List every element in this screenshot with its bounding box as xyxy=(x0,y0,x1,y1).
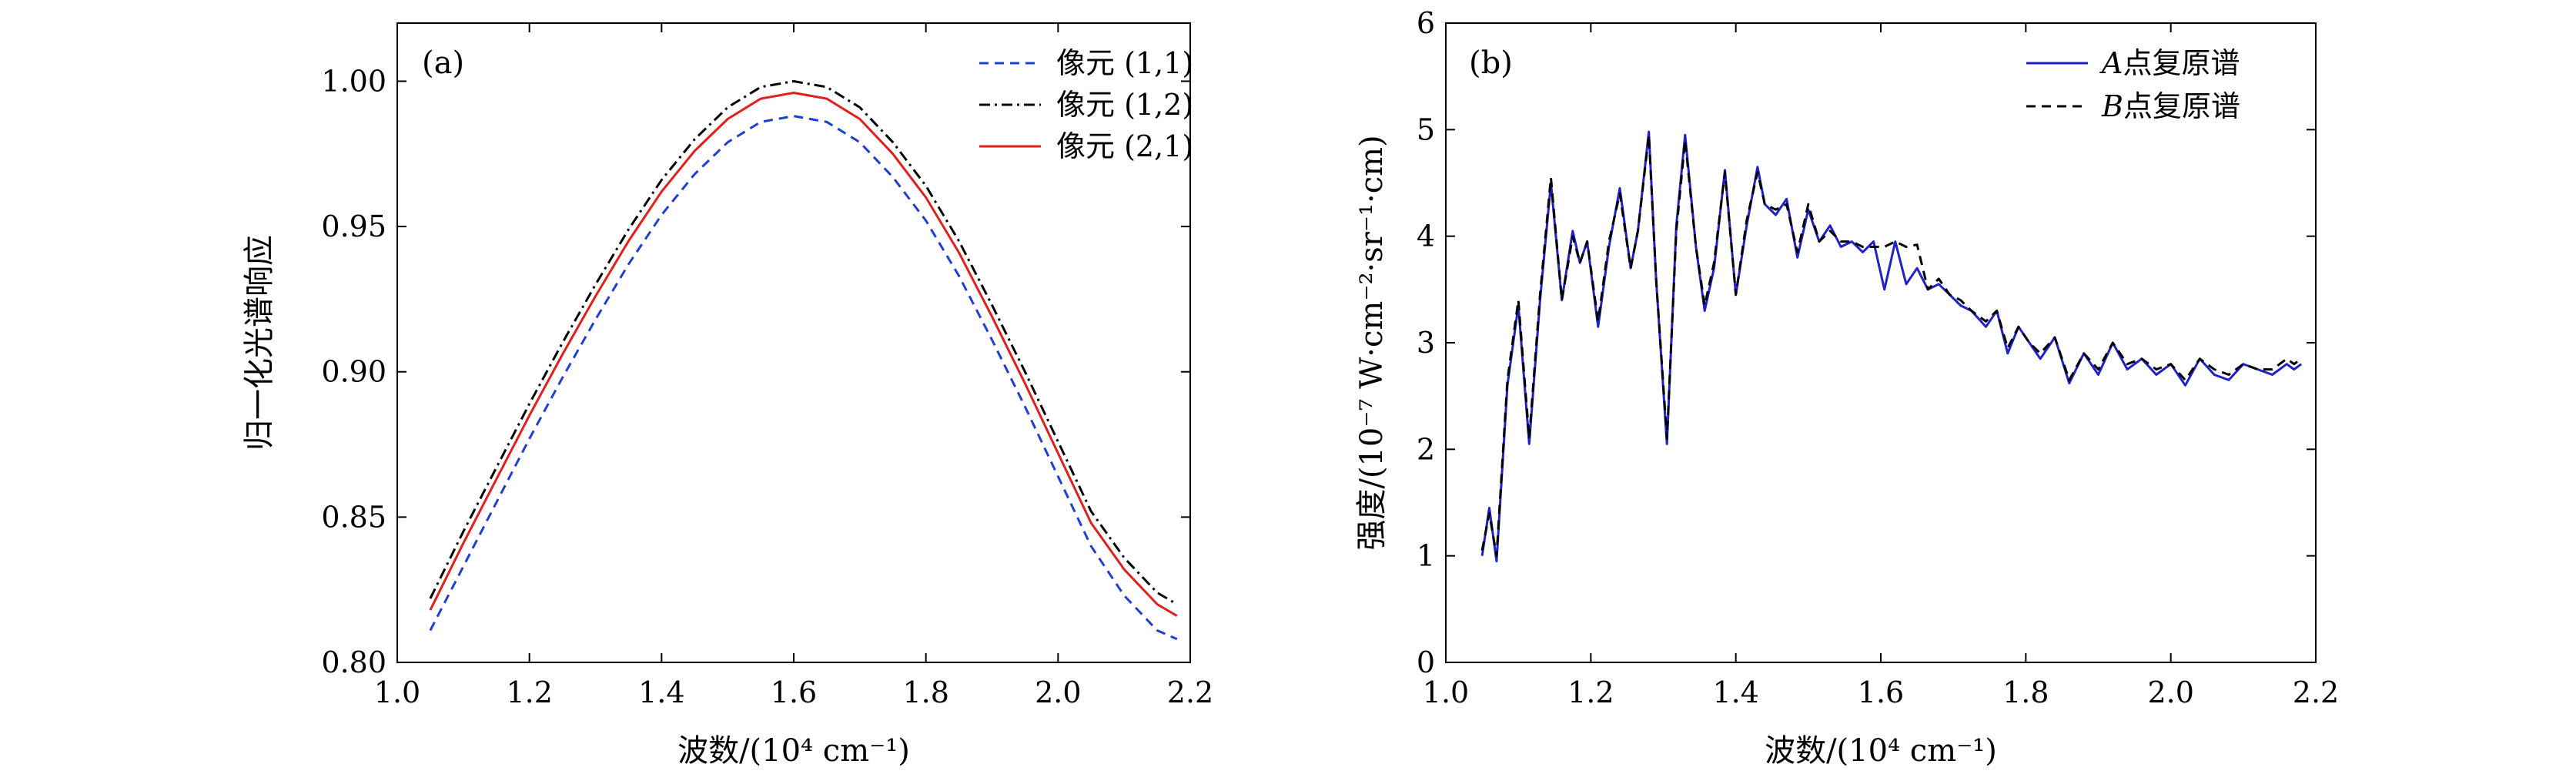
panel-b-x-axis-title: 波数/(10⁴ cm⁻¹) xyxy=(1765,733,1997,769)
panel-a-series-line-2 xyxy=(429,80,1178,605)
panel-b-x-tick-label: 1.2 xyxy=(1567,675,1614,709)
panel-b-y-tick-label: 4 xyxy=(1417,220,1435,253)
panel-b-x-tick-label: 1.6 xyxy=(1858,675,1904,709)
panel-b-x-tick-label: 1.8 xyxy=(2002,675,2049,709)
panel-a-x-tick-label: 1.6 xyxy=(771,675,817,709)
panel-b-y-tick-label: 1 xyxy=(1417,539,1435,573)
panel-a-x-tick-label: 1.2 xyxy=(506,675,552,709)
panel-a-y-tick-label: 0.80 xyxy=(321,645,386,679)
panel-a-y-tick-label: 0.85 xyxy=(321,500,386,534)
panel-b-legend-label: A点复原谱 xyxy=(2099,46,2240,80)
panel-b-chart: 1.0 1.2 1.4 1.6 1.8 2.0 2.2 0 1 2 3 4 5 6 (b) 波数/(10⁴… xyxy=(1354,6,2339,769)
panel-b-series-line-2 xyxy=(1480,133,2303,558)
panel-b-legend-label: B点复原谱 xyxy=(2101,89,2240,123)
panel-a-series-lines xyxy=(429,80,1178,641)
panel-b-y-tick-label: 3 xyxy=(1417,326,1435,360)
panel-a-x-tick-label: 1.4 xyxy=(638,675,684,709)
panel-a-series-line-1 xyxy=(429,115,1178,641)
panel-b-y-tick-label: 6 xyxy=(1417,6,1435,40)
panel-b-series-line-1 xyxy=(1480,130,2303,563)
panel-a-legend-label: 像元 (1,1) xyxy=(1056,46,1193,80)
panel-a-x-tick-label: 1.8 xyxy=(902,675,948,709)
panel-a-label: (a) xyxy=(422,45,464,81)
panel-b-label: (b) xyxy=(1469,45,1513,81)
panel-a-legend: 像元 (1,1) 像元 (1,2) 像元 (2,1) xyxy=(979,46,1193,163)
panel-b-y-tick-label: 0 xyxy=(1417,645,1435,679)
panel-b-x-tick-label: 1.0 xyxy=(1423,675,1469,709)
panel-a-y-tick-label: 0.95 xyxy=(321,209,386,243)
panel-a-legend-label: 像元 (1,2) xyxy=(1056,88,1193,122)
panel-b-y-axis-title: 强度/(10⁻⁷ W·cm⁻²·sr⁻¹·cm) xyxy=(1354,135,1390,550)
panel-a-series-line-3 xyxy=(429,92,1178,617)
panel-b-ticks: 1.0 1.2 1.4 1.6 1.8 2.0 2.2 0 1 2 3 4 5 6 xyxy=(1417,6,2339,709)
panel-b-x-tick-label: 1.4 xyxy=(1712,675,1758,709)
panel-b-legend: A点复原谱 B点复原谱 xyxy=(2026,46,2240,123)
panel-a-y-tick-label: 0.90 xyxy=(321,355,386,389)
panel-b-series-lines xyxy=(1480,130,2303,563)
panel-a-chart: 1.0 1.2 1.4 1.6 1.8 2.0 2.2 0.80 0.85 0.90 0.95 1.0… xyxy=(242,22,1213,769)
panel-b-x-tick-label: 2.2 xyxy=(2293,675,2339,709)
panel-b-y-tick-label: 5 xyxy=(1417,112,1435,146)
panel-a-x-tick-label: 2.0 xyxy=(1035,675,1081,709)
panel-a-x-tick-label: 2.2 xyxy=(1167,675,1213,709)
panel-a-x-axis-title: 波数/(10⁴ cm⁻¹) xyxy=(677,733,910,769)
panel-a-ticks: 1.0 1.2 1.4 1.6 1.8 2.0 2.2 0.80 0.85 0.90 0.95 1.0… xyxy=(321,23,1213,709)
panel-a-y-tick-label: 1.00 xyxy=(321,64,386,98)
panel-a-x-tick-label: 1.0 xyxy=(374,675,420,709)
panel-b-x-tick-label: 2.0 xyxy=(2147,675,2193,709)
panel-a-y-axis-title: 归一化光谱响应 xyxy=(242,235,277,451)
panel-b-y-tick-label: 2 xyxy=(1417,432,1435,466)
panel-a-legend-label: 像元 (2,1) xyxy=(1056,129,1193,163)
